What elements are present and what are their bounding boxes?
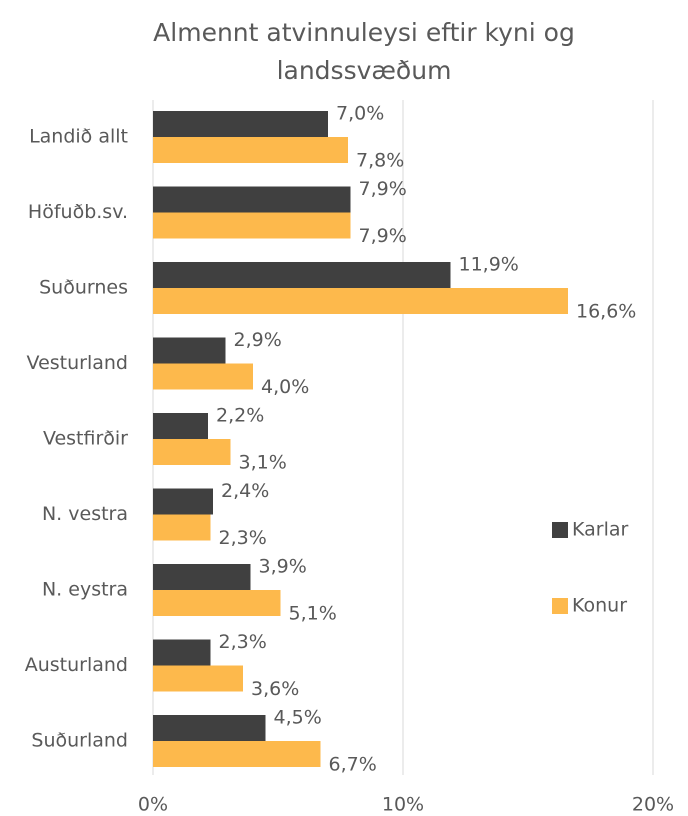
legend-swatch [552,522,568,538]
bar [153,715,266,741]
bar [153,413,208,439]
y-tick-label: Austurland [25,654,128,676]
bar [153,741,321,767]
x-tick-label: 10% [382,794,424,816]
bar [153,564,251,590]
data-label: 7,9% [359,178,407,200]
data-label: 6,7% [329,754,377,776]
data-label: 2,2% [216,405,264,427]
y-tick-label: N. eystra [42,579,128,601]
legend-label: Konur [572,595,627,617]
legend-label: Karlar [572,519,629,541]
bar [153,186,351,213]
data-label: 3,6% [251,678,299,700]
x-tick-label: 20% [632,794,674,816]
data-label: 2,3% [219,631,267,653]
legend-swatch [552,598,568,614]
data-label: 7,8% [356,150,404,172]
bar [153,288,568,314]
bar [153,590,281,616]
y-tick-label: Vestfirðir [43,428,128,450]
data-label: 7,9% [359,225,407,247]
data-label: 2,3% [219,527,267,549]
y-tick-label: Suðurnes [39,277,128,299]
bar [153,262,451,288]
bar [153,439,231,465]
bar [153,137,348,163]
y-tick-label: Landið allt [29,126,128,148]
bar [153,514,211,541]
data-label: 11,9% [459,254,519,276]
bar [153,111,328,137]
data-label: 4,5% [274,707,322,729]
bar [153,488,213,515]
data-label: 3,1% [239,452,287,474]
bar [153,337,226,364]
data-label: 2,9% [234,329,282,351]
y-tick-label: Suðurland [31,730,128,752]
y-tick-label: Höfuðb.sv. [28,201,128,223]
data-label: 5,1% [289,603,337,625]
y-tick-label: Vesturland [27,352,128,374]
bar [153,212,351,239]
bar [153,363,253,390]
bar [153,639,211,666]
data-label: 4,0% [261,376,309,398]
x-tick-label: 0% [138,794,168,816]
data-label: 16,6% [576,301,636,323]
data-label: 7,0% [336,103,384,125]
data-label: 2,4% [221,480,269,502]
y-tick-label: N. vestra [42,503,128,525]
chart-title: Almennt atvinnuleysi eftir kyni og lands… [153,18,575,85]
data-label: 3,9% [259,556,307,578]
bar [153,665,243,692]
